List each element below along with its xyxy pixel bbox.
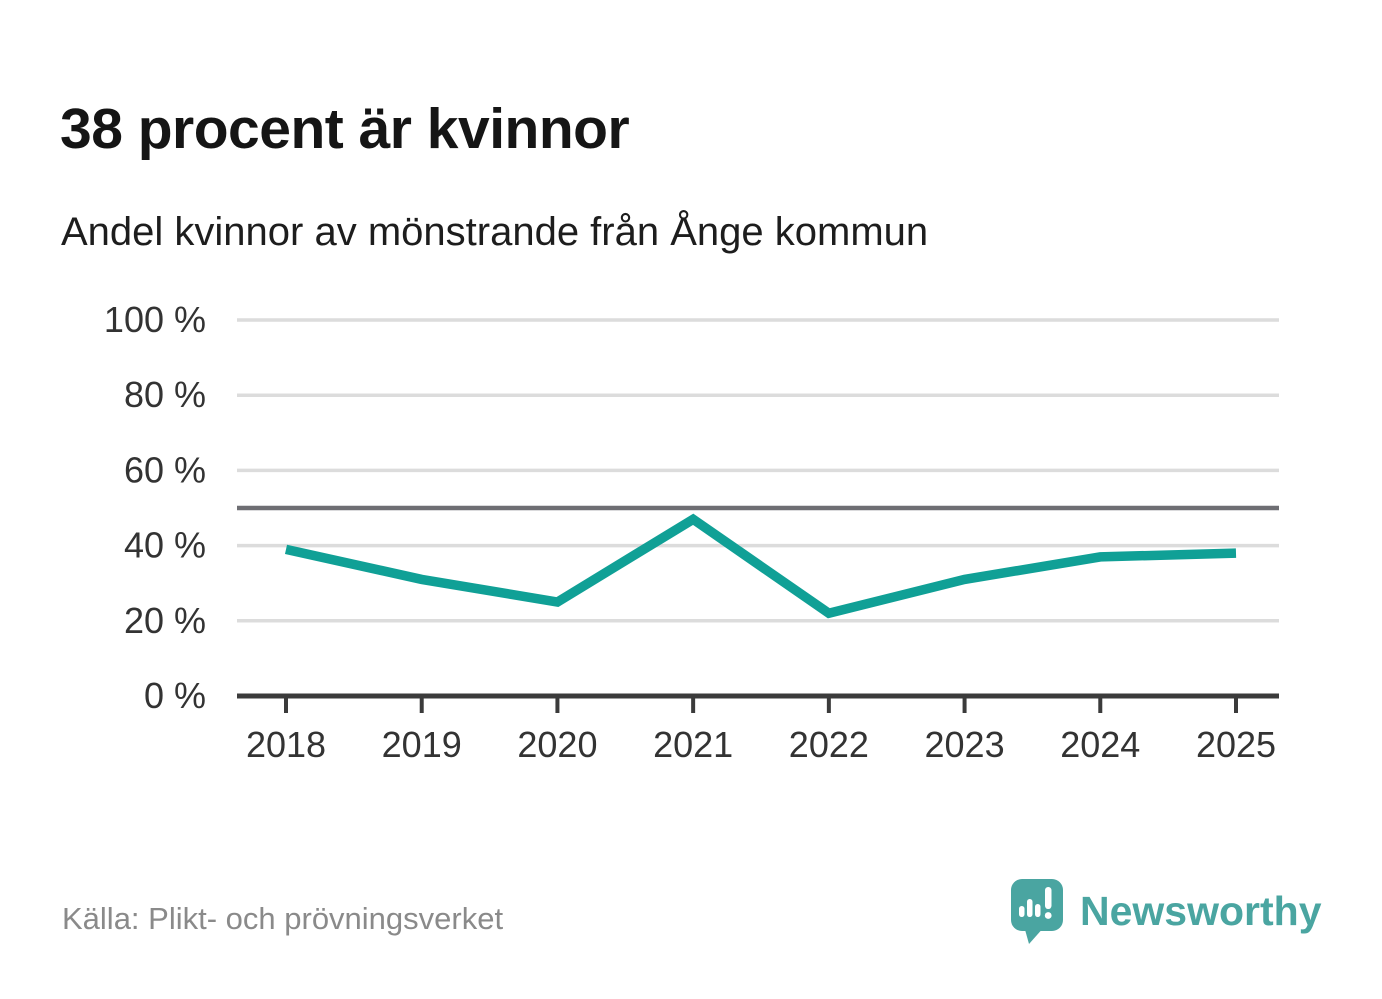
x-tick-label: 2022: [789, 724, 869, 765]
x-tick-label: 2024: [1060, 724, 1140, 765]
y-tick-label: 20 %: [124, 600, 206, 641]
y-tick-label: 0 %: [144, 675, 206, 716]
x-tick-label: 2023: [925, 724, 1005, 765]
x-tick-label: 2018: [246, 724, 326, 765]
x-tick-label: 2020: [517, 724, 597, 765]
newsworthy-logo: Newsworthy: [1010, 878, 1322, 944]
brand-name: Newsworthy: [1080, 888, 1322, 934]
y-tick-label: 40 %: [124, 525, 206, 566]
line-chart: 0 % 20 % 40 % 60 % 80 % 100 % 2018 2019 2020 2021…: [104, 299, 1279, 765]
y-tick-label: 100 %: [104, 299, 206, 340]
chart-subtitle: Andel kvinnor av mönstrande från Ånge ko…: [61, 210, 929, 254]
page-title: 38 procent är kvinnor: [60, 97, 630, 162]
x-tick-label: 2019: [382, 724, 462, 765]
source-attribution: Källa: Plikt- och prövningsverket: [62, 901, 504, 936]
newsworthy-speech-bubble-barchart-icon: [1011, 879, 1063, 944]
x-tick-label: 2025: [1196, 724, 1276, 765]
y-tick-label: 60 %: [124, 449, 206, 490]
y-tick-label: 80 %: [124, 374, 206, 415]
data-series-line: [284, 513, 1237, 619]
x-tick-label: 2021: [653, 724, 733, 765]
